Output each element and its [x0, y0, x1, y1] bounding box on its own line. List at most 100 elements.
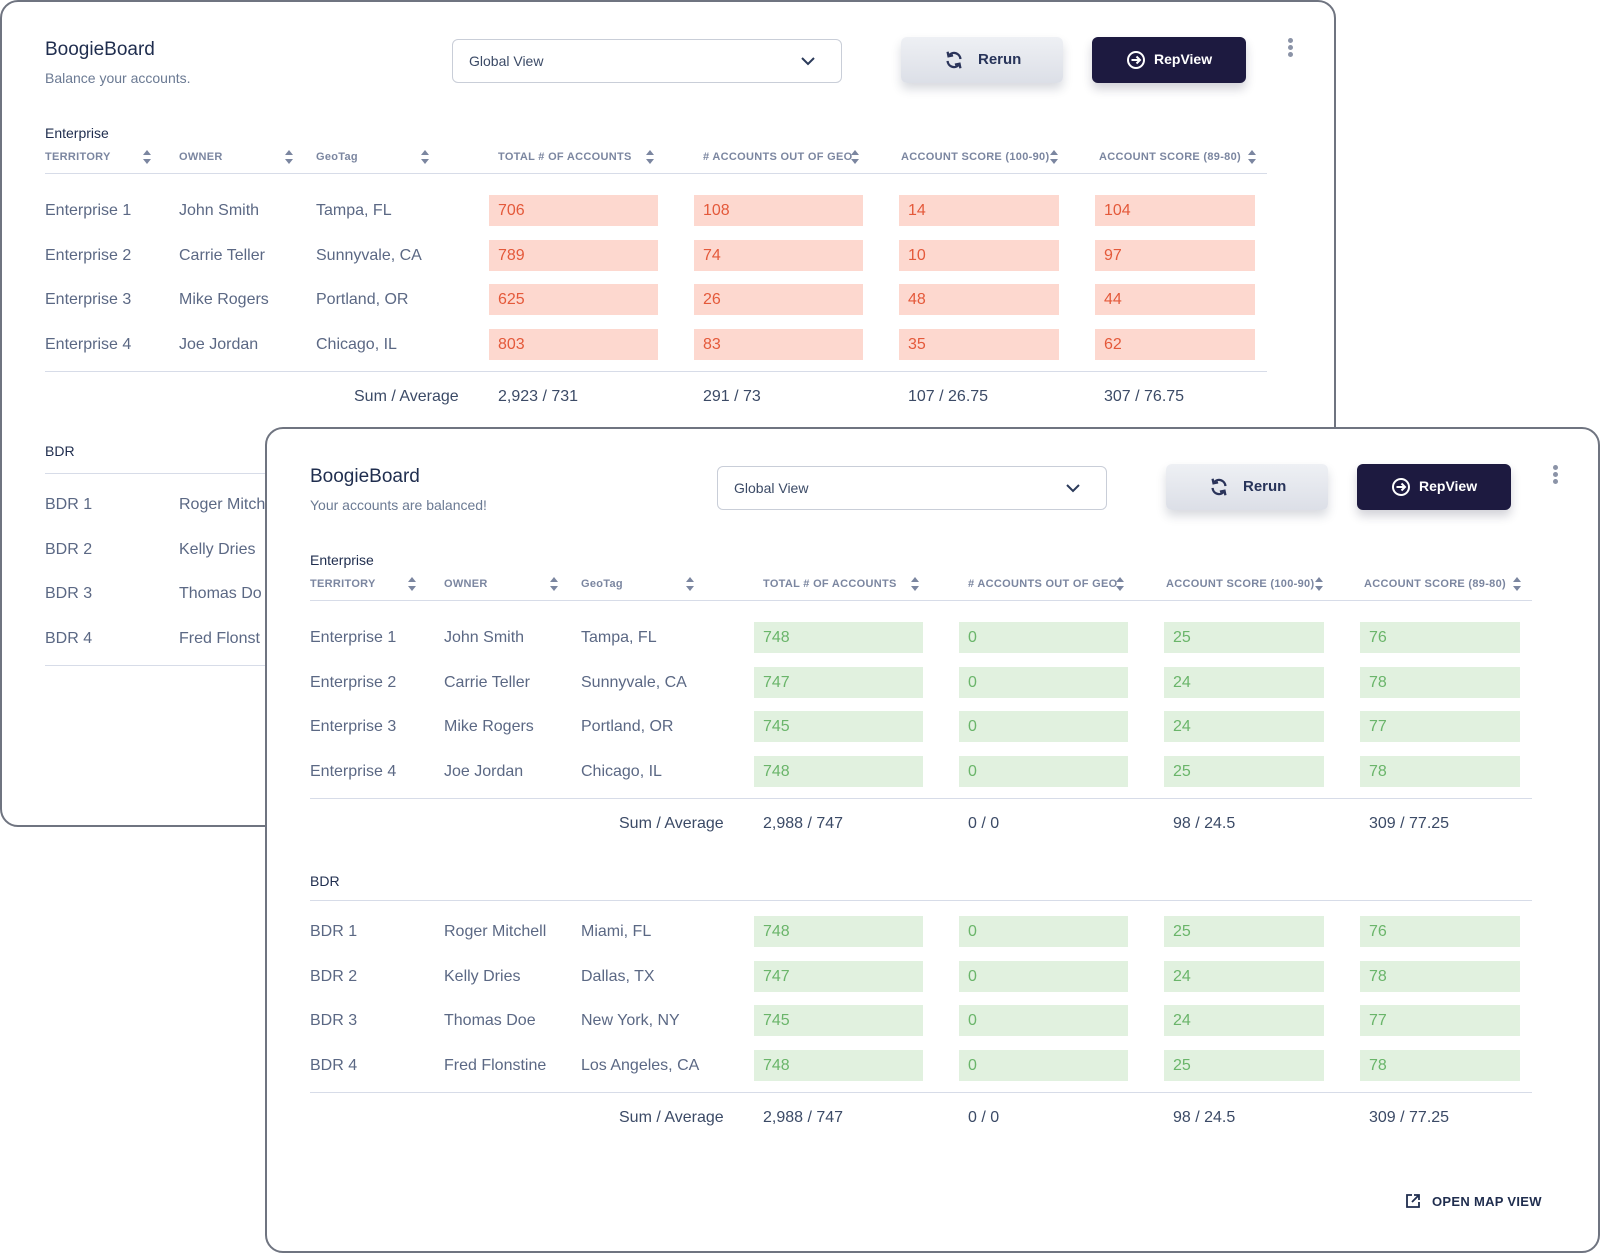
- value-cell: 44: [1095, 284, 1255, 315]
- value-cell: 0: [959, 711, 1128, 742]
- column-header-6[interactable]: ACCOUNT SCORE (100-90): [1166, 578, 1315, 590]
- value-cell: 748: [754, 755, 923, 787]
- value-text: 48: [908, 291, 926, 308]
- value-cell: 747: [754, 960, 923, 992]
- value-cell: 789: [489, 239, 658, 271]
- value-text: 0: [968, 629, 977, 646]
- column-header-2[interactable]: OWNER: [444, 578, 488, 590]
- value-cell: 0: [959, 1005, 1128, 1036]
- sort-icon[interactable]: [407, 576, 417, 592]
- column-header-2[interactable]: OWNER: [179, 151, 223, 163]
- geotag-cell: Tampa, FL: [316, 202, 392, 219]
- value-text: 25: [1173, 762, 1191, 780]
- sum-average-value: 2,988 / 747: [763, 815, 844, 832]
- app-title: BoogieBoard: [310, 466, 420, 487]
- rerun-button[interactable]: Rerun: [901, 37, 1063, 83]
- sort-icon[interactable]: [685, 576, 695, 592]
- value-cell: 74: [694, 239, 863, 271]
- section-enterprise: Enterprise: [310, 552, 374, 568]
- table-divider: [45, 371, 1267, 372]
- sum-average-value: 2,923 / 731: [498, 388, 579, 405]
- value-text: 24: [1173, 673, 1191, 691]
- value-cell: 76: [1360, 622, 1520, 653]
- column-header-1[interactable]: TERRITORY: [45, 151, 111, 163]
- sort-icon[interactable]: [420, 149, 430, 165]
- value-cell: 625: [489, 284, 658, 315]
- territory-cell: BDR 3: [45, 585, 93, 602]
- sort-icon[interactable]: [1049, 149, 1059, 165]
- sort-icon[interactable]: [850, 149, 860, 165]
- sum-average-label: Sum / Average: [619, 815, 724, 832]
- owner-cell: John Smith: [444, 629, 525, 646]
- value-cell: 24: [1164, 711, 1324, 742]
- geotag-cell: Chicago, IL: [581, 762, 662, 780]
- sort-icon[interactable]: [284, 149, 294, 165]
- view-select[interactable]: Global View: [452, 39, 842, 83]
- column-header-5[interactable]: # ACCOUNTS OUT OF GEO: [703, 151, 853, 163]
- value-text: 745: [763, 718, 790, 735]
- value-cell: 25: [1164, 755, 1324, 787]
- value-cell: 24: [1164, 960, 1324, 992]
- sort-icon[interactable]: [645, 149, 655, 165]
- value-text: 26: [703, 291, 721, 308]
- owner-cell: Carrie Teller: [444, 673, 530, 691]
- value-text: 25: [1173, 1056, 1191, 1074]
- sum-average-value: 309 / 77.25: [1369, 815, 1450, 832]
- value-text: 625: [498, 291, 525, 308]
- value-text: 0: [968, 1056, 977, 1074]
- column-header-1[interactable]: TERRITORY: [310, 578, 376, 590]
- value-cell: 745: [754, 1005, 923, 1036]
- value-cell: 748: [754, 1049, 923, 1081]
- sum-average-value: 309 / 77.25: [1369, 1109, 1450, 1126]
- value-text: 77: [1369, 718, 1387, 735]
- value-cell: 76: [1360, 916, 1520, 947]
- app-subtitle: Balance your accounts.: [45, 70, 191, 86]
- sum-average-label: Sum / Average: [354, 388, 459, 405]
- refresh-icon: [946, 51, 962, 69]
- column-header-5[interactable]: # ACCOUNTS OUT OF GEO: [968, 578, 1118, 590]
- territory-cell: Enterprise 2: [310, 673, 397, 691]
- sort-icon[interactable]: [142, 149, 152, 165]
- column-header-7[interactable]: ACCOUNT SCORE (89-80): [1364, 578, 1506, 590]
- value-text: 0: [968, 718, 977, 735]
- table-divider: [310, 798, 1532, 799]
- value-text: 748: [763, 1056, 790, 1074]
- section-bdr: BDR: [45, 443, 75, 459]
- value-cell: 48: [899, 284, 1059, 315]
- value-text: 97: [1104, 246, 1122, 264]
- owner-cell: John Smith: [179, 202, 260, 219]
- value-text: 62: [1104, 335, 1122, 353]
- sort-icon[interactable]: [1512, 576, 1522, 592]
- column-header-4[interactable]: TOTAL # OF ACCOUNTS: [498, 151, 632, 163]
- value-cell: 747: [754, 666, 923, 698]
- column-header-3[interactable]: GeoTag: [316, 151, 358, 163]
- sort-icon[interactable]: [1115, 576, 1125, 592]
- column-header-7[interactable]: ACCOUNT SCORE (89-80): [1099, 151, 1241, 163]
- view-select[interactable]: Global View: [717, 466, 1107, 510]
- value-cell: 77: [1360, 1005, 1520, 1036]
- owner-cell: Mike Rogers: [444, 718, 534, 735]
- sort-icon[interactable]: [1314, 576, 1324, 592]
- geotag-cell: Sunnyvale, CA: [581, 673, 687, 691]
- rerun-button[interactable]: Rerun: [1166, 464, 1328, 510]
- sort-icon[interactable]: [910, 576, 920, 592]
- repview-button[interactable]: RepView: [1092, 37, 1246, 83]
- sum-average-value: 307 / 76.75: [1104, 388, 1185, 405]
- kebab-menu-icon[interactable]: [1285, 38, 1295, 62]
- territory-cell: BDR 4: [310, 1056, 358, 1074]
- column-header-3[interactable]: GeoTag: [581, 578, 623, 590]
- kebab-menu-icon[interactable]: [1550, 465, 1560, 489]
- column-header-6[interactable]: ACCOUNT SCORE (100-90): [901, 151, 1050, 163]
- value-text: 748: [763, 762, 790, 780]
- sort-icon[interactable]: [1247, 149, 1257, 165]
- bdr-divider: [310, 900, 1532, 901]
- sort-icon[interactable]: [549, 576, 559, 592]
- value-text: 74: [703, 246, 721, 264]
- territory-cell: Enterprise 3: [45, 291, 132, 308]
- value-text: 14: [908, 202, 926, 219]
- repview-button[interactable]: RepView: [1357, 464, 1511, 510]
- view-select-value: Global View: [734, 480, 809, 496]
- value-cell: 0: [959, 755, 1128, 787]
- column-header-4[interactable]: TOTAL # OF ACCOUNTS: [763, 578, 897, 590]
- value-cell: 78: [1360, 755, 1520, 787]
